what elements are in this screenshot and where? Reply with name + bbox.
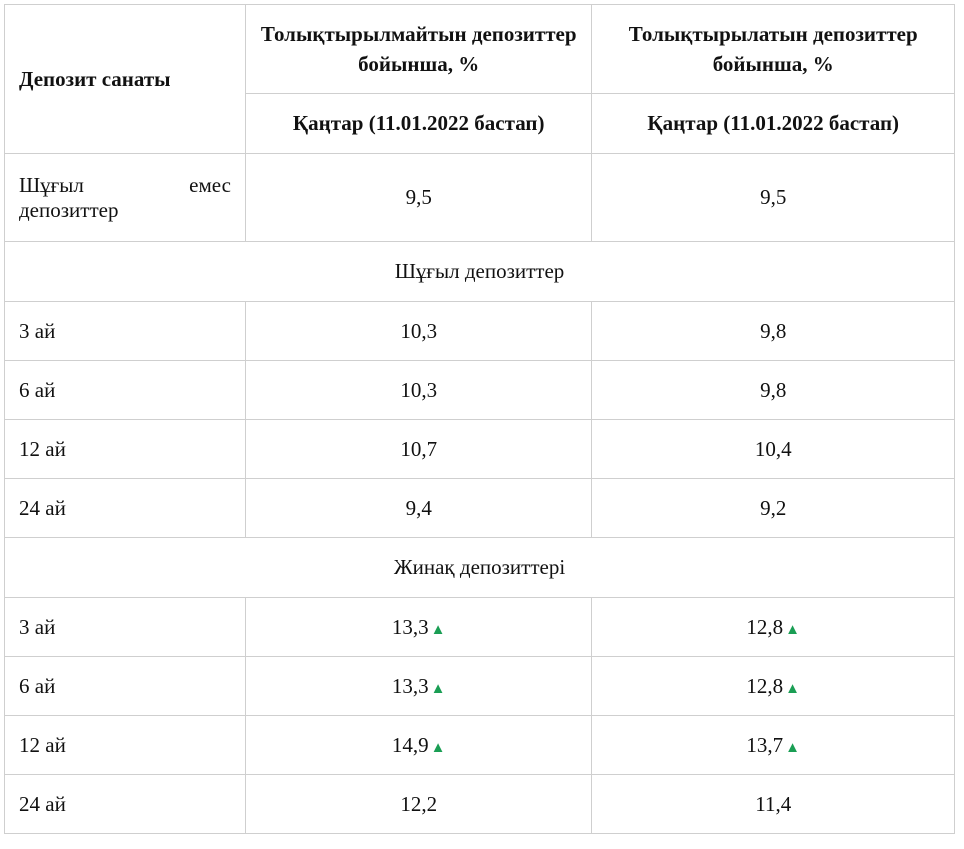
up-arrow-icon: ▲ xyxy=(785,680,801,697)
nonreplenishable-rate-cell: 9,4 xyxy=(244,478,593,538)
table-row: 24 ай 12,2 11,4 xyxy=(4,774,955,834)
rate-value: 9,8 xyxy=(760,318,787,343)
replenishable-rate-cell: 13,7 ▲ xyxy=(591,715,955,775)
rate-value: 10,4 xyxy=(754,436,792,461)
nonurgent-nonreplenishable: 9,5 xyxy=(244,153,593,242)
rate-value: 12,2 xyxy=(400,791,438,816)
rate-value: 9,4 xyxy=(405,495,432,520)
replenishable-rate-cell: 10,4 xyxy=(591,419,955,479)
rate-value: 12,8 xyxy=(746,673,784,698)
table-row: 12 ай 10,7 10,4 xyxy=(4,419,955,479)
nonurgent-replenishable: 9,5 xyxy=(591,153,955,242)
rate-value: 10,7 xyxy=(400,436,438,461)
nonreplenishable-rate-cell: 13,3 ▲ xyxy=(244,656,593,716)
replenishable-rate-cell: 9,8 xyxy=(591,360,955,420)
nonreplenishable-rate-cell: 13,3 ▲ xyxy=(244,597,593,657)
term-cell: 3 ай xyxy=(4,597,246,657)
rate-value: 13,3 xyxy=(391,673,429,698)
urgent-rows: 3 ай 10,3 9,8 6 ай 10,3 9,8 12 ай 10,7 10,4 24 ай… xyxy=(4,301,955,538)
rate-value: 11,4 xyxy=(755,791,792,816)
nonurgent-label: Шұғыл емес депозиттер xyxy=(4,153,246,242)
savings-section-title: Жинақ депозиттері xyxy=(4,537,955,598)
table-row: 6 ай 10,3 9,8 xyxy=(4,360,955,420)
replenishable-rate-cell: 9,2 xyxy=(591,478,955,538)
rate-value: 12,8 xyxy=(746,614,784,639)
term-cell: 6 ай xyxy=(4,656,246,716)
savings-rows: 3 ай 13,3 ▲ 12,8 ▲ 6 ай 13,3 ▲ 12,8 ▲ 12 ай 14,9 ▲ 13… xyxy=(4,597,955,834)
nonreplenishable-rate-cell: 14,9 ▲ xyxy=(244,715,593,775)
up-arrow-icon: ▲ xyxy=(430,739,446,756)
rate-value: 9,8 xyxy=(760,377,787,402)
nonreplenishable-rate-cell: 10,3 xyxy=(244,301,593,361)
deposit-rates-table: Депозит санаты Толықтырылмайтын депозитт… xyxy=(4,4,955,834)
table-row: 6 ай 13,3 ▲ 12,8 ▲ xyxy=(4,656,955,716)
replenishable-header: Толықтырылатын депозиттер бойынша, % xyxy=(591,4,955,94)
table-row: 3 ай 13,3 ▲ 12,8 ▲ xyxy=(4,597,955,657)
up-arrow-icon: ▲ xyxy=(785,621,801,638)
replenishable-period: Қаңтар (11.01.2022 бастап) xyxy=(591,93,955,154)
urgent-section-title: Шұғыл депозиттер xyxy=(4,241,955,302)
replenishable-rate-cell: 12,8 ▲ xyxy=(591,656,955,716)
nonreplenishable-rate-cell: 12,2 xyxy=(244,774,593,834)
up-arrow-icon: ▲ xyxy=(430,680,446,697)
replenishable-rate-cell: 12,8 ▲ xyxy=(591,597,955,657)
term-cell: 6 ай xyxy=(4,360,246,420)
replenishable-rate-cell: 9,8 xyxy=(591,301,955,361)
table-row: 24 ай 9,4 9,2 xyxy=(4,478,955,538)
term-cell: 24 ай xyxy=(4,478,246,538)
nonreplenishable-header: Толықтырылмайтын депозиттер бойынша, % xyxy=(244,4,593,94)
category-header: Депозит санаты xyxy=(4,4,246,154)
rate-value: 9,2 xyxy=(760,495,787,520)
nonreplenishable-rate-cell: 10,3 xyxy=(244,360,593,420)
term-cell: 12 ай xyxy=(4,419,246,479)
nonreplenishable-period: Қаңтар (11.01.2022 бастап) xyxy=(244,93,593,154)
rate-value: 10,3 xyxy=(400,377,438,402)
up-arrow-icon: ▲ xyxy=(785,739,801,756)
table-row: 3 ай 10,3 9,8 xyxy=(4,301,955,361)
term-cell: 24 ай xyxy=(4,774,246,834)
rate-value: 13,7 xyxy=(746,732,784,757)
table-row-nonurgent: Шұғыл емес депозиттер 9,5 9,5 xyxy=(4,153,955,242)
rate-value: 14,9 xyxy=(391,732,429,757)
up-arrow-icon: ▲ xyxy=(430,621,446,638)
nonreplenishable-rate-cell: 10,7 xyxy=(244,419,593,479)
table-row: 12 ай 14,9 ▲ 13,7 ▲ xyxy=(4,715,955,775)
term-cell: 3 ай xyxy=(4,301,246,361)
rate-value: 10,3 xyxy=(400,318,438,343)
replenishable-rate-cell: 11,4 xyxy=(591,774,955,834)
term-cell: 12 ай xyxy=(4,715,246,775)
rate-value: 13,3 xyxy=(391,614,429,639)
